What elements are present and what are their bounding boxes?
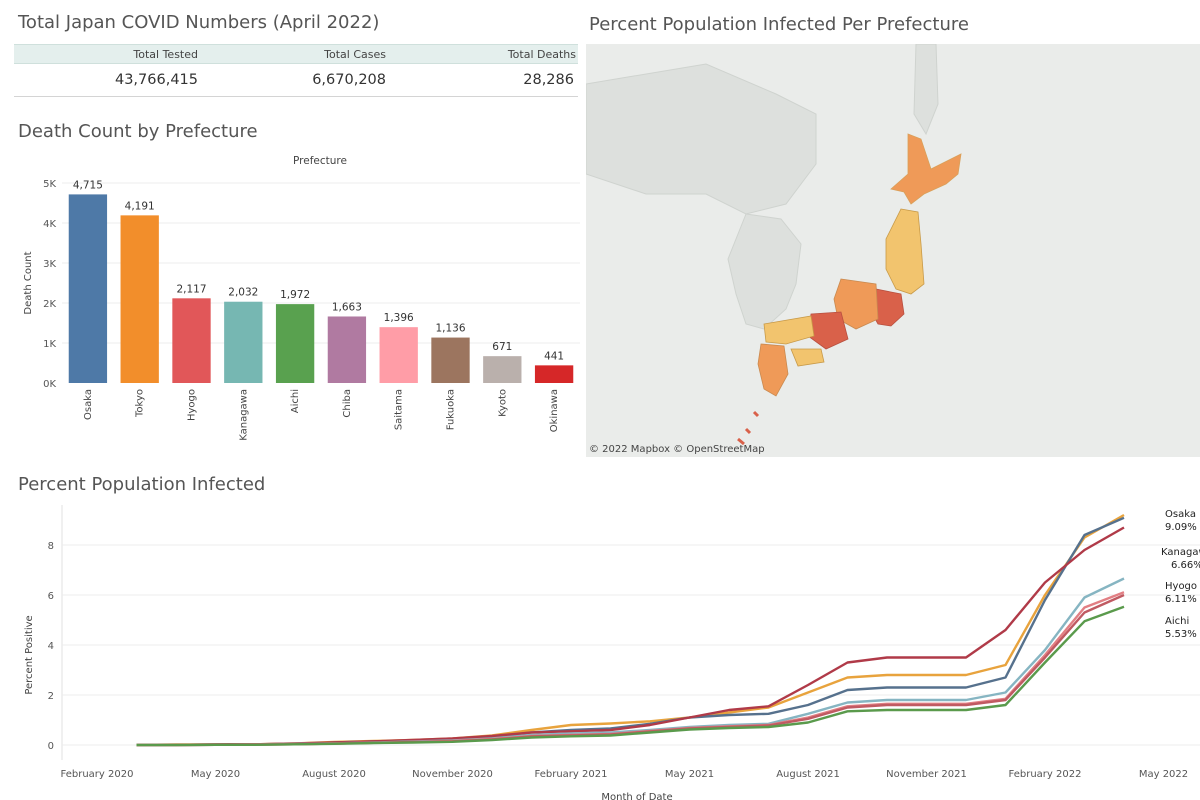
islands-ryukyu <box>737 410 760 446</box>
death-xlabel: Prefecture <box>293 155 347 167</box>
death-category-label: Hyogo <box>187 389 198 421</box>
totals-header-row: Total Tested Total Cases Total Deaths <box>14 44 578 64</box>
line-series-aichi <box>136 605 1125 747</box>
line-ytick-label: 2 <box>48 691 54 702</box>
death-bar-saitama <box>379 327 418 383</box>
line-ytick-label: 4 <box>48 641 54 652</box>
line-series-kanagawa <box>136 577 1125 747</box>
line-ylabel: Percent Positive <box>24 615 35 694</box>
death-chart-title: Death Count by Prefecture <box>18 121 258 142</box>
line-ytick-label: 8 <box>48 541 54 552</box>
death-bar-fukuoka <box>431 337 470 383</box>
line-xtick-label: August 2021 <box>776 769 840 780</box>
region-tohoku <box>885 208 925 295</box>
death-category-label: Kyoto <box>497 389 508 417</box>
death-value-label: 1,663 <box>332 301 362 313</box>
line-xlabel: Month of Date <box>601 792 672 800</box>
death-value-label: 4,191 <box>125 200 155 212</box>
region-shikoku <box>790 348 825 367</box>
end-value-hyogo: 6.11% <box>1165 594 1197 605</box>
end-label-kanagawa: Kanagawa <box>1161 547 1200 558</box>
end-label-aichi: Aichi <box>1165 616 1190 627</box>
death-value-label: 4,715 <box>73 179 103 191</box>
death-bar-kyoto <box>483 356 522 383</box>
line-xtick-label: February 2021 <box>535 769 608 780</box>
header-total-deaths: Total Deaths <box>507 48 576 61</box>
death-count-chart: Prefecture Death Count 0K 1K 2K 3K 4K 5K 4,715 Os… <box>23 155 580 441</box>
death-bar-tokyo <box>120 215 159 383</box>
end-label-hyogo: Hyogo <box>1165 581 1198 592</box>
line-xtick-label: November 2020 <box>412 769 493 780</box>
death-ytick-label: 3K <box>43 259 56 270</box>
death-ytick-label: 0K <box>43 379 56 390</box>
death-value-label: 671 <box>492 341 512 353</box>
map-credit: © 2022 Mapbox © OpenStreetMap <box>589 444 765 455</box>
death-category-label: Okinawa <box>549 389 560 432</box>
death-value-label: 1,136 <box>435 323 465 335</box>
death-bar-hyogo <box>172 298 211 383</box>
header-total-cases: Total Cases <box>324 48 386 61</box>
death-value-label: 2,032 <box>228 287 258 299</box>
land-korea <box>727 213 802 330</box>
end-value-aichi: 5.53% <box>1165 629 1197 640</box>
map-canvas <box>586 44 962 446</box>
death-ytick-label: 4K <box>43 219 56 230</box>
land-mainland <box>586 63 817 215</box>
value-total-tested: 43,766,415 <box>114 72 198 88</box>
death-category-label: Osaka <box>83 389 94 420</box>
death-category-label: Chiba <box>342 389 353 418</box>
line-series-unlabeled-1 <box>136 516 1125 747</box>
line-series-osaka <box>136 526 1125 747</box>
death-value-label: 441 <box>544 350 564 362</box>
death-category-label: Kanagawa <box>238 389 249 441</box>
death-category-label: Saitama <box>394 389 405 430</box>
death-category-label: Fukuoka <box>446 389 457 430</box>
death-ylabel: Death Count <box>23 251 34 314</box>
percent-infected-chart: 0 2 4 6 8 Percent Positive February 2020 May 20… <box>24 505 1200 800</box>
end-value-kanagawa: 6.66% <box>1171 560 1200 571</box>
region-chubu <box>833 278 879 330</box>
line-ytick-label: 6 <box>48 591 54 602</box>
prefecture-map[interactable]: © 2022 Mapbox © OpenStreetMap <box>586 44 1200 457</box>
line-xtick-label: August 2020 <box>302 769 366 780</box>
line-series-unlabeled-0 <box>136 513 1125 747</box>
value-total-deaths: 28,286 <box>523 72 574 88</box>
death-bar-aichi <box>275 304 315 383</box>
line-xtick-label: November 2021 <box>886 769 967 780</box>
death-ytick-label: 1K <box>43 339 56 350</box>
death-value-label: 1,972 <box>280 289 310 301</box>
line-xtick-label: May 2020 <box>191 769 240 780</box>
death-ytick-label: 5K <box>43 179 56 190</box>
death-bar-chiba <box>327 316 367 383</box>
region-hokkaido <box>890 133 962 205</box>
totals-title: Total Japan COVID Numbers (April 2022) <box>18 12 380 33</box>
line-xtick-label: May 2022 <box>1139 769 1188 780</box>
map-title: Percent Population Infected Per Prefectu… <box>589 14 969 35</box>
death-bar-okinawa <box>534 365 574 383</box>
region-kyushu <box>757 343 789 397</box>
region-kansai <box>807 311 849 350</box>
death-bar-kanagawa <box>224 301 263 383</box>
line-xtick-label: February 2020 <box>61 769 134 780</box>
totals-table: Total Tested Total Cases Total Deaths 43… <box>14 44 578 97</box>
line-xtick-label: February 2022 <box>1009 769 1082 780</box>
line-ytick-label: 0 <box>48 741 54 752</box>
region-chugoku <box>763 315 815 345</box>
death-value-label: 2,117 <box>176 283 206 295</box>
line-xtick-label: May 2021 <box>665 769 714 780</box>
death-ytick-label: 2K <box>43 299 56 310</box>
death-category-label: Aichi <box>290 389 301 413</box>
header-total-tested: Total Tested <box>133 48 198 61</box>
end-label-osaka: Osaka <box>1165 509 1196 520</box>
line-chart-title: Percent Population Infected <box>18 474 266 495</box>
death-value-label: 1,396 <box>384 312 414 324</box>
land-sakhalin <box>913 44 939 136</box>
death-bar-osaka <box>68 194 108 383</box>
end-value-osaka: 9.09% <box>1165 522 1197 533</box>
death-category-label: Tokyo <box>135 389 146 418</box>
value-total-cases: 6,670,208 <box>312 72 386 88</box>
